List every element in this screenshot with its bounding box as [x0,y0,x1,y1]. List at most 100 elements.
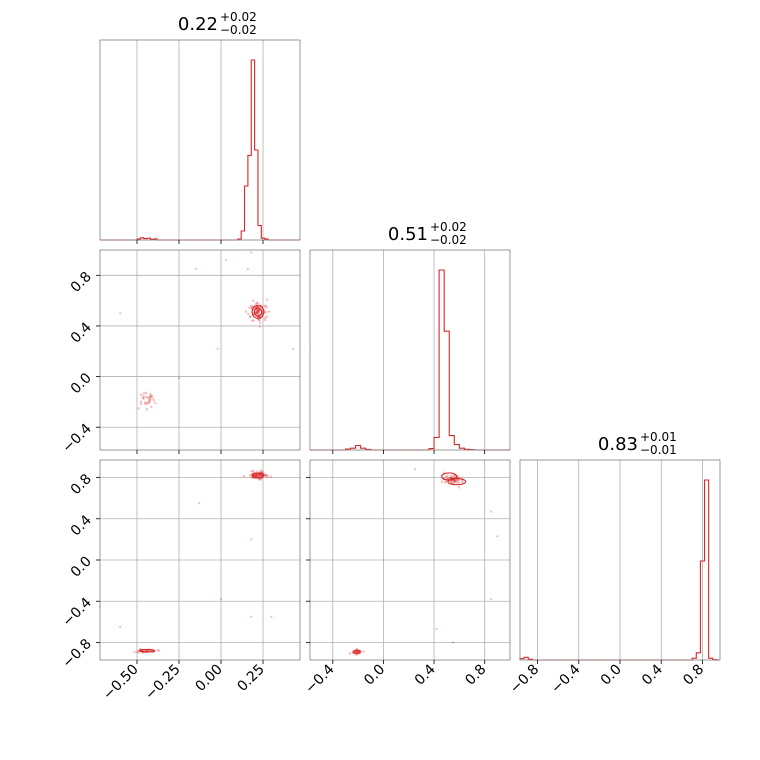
sample-point [259,470,263,474]
sample-point [249,304,253,308]
sample-point [258,477,262,481]
title-plus-error: +0.01 [640,430,677,444]
sample-point [450,474,453,477]
sample-point [152,399,156,402]
sample-point [453,474,457,478]
panel-2-xtick-label: 0.4 [412,661,439,688]
sample-point [252,299,255,302]
title-value: 0.83 [598,434,638,455]
sample-point [255,474,259,478]
sample-point [255,310,258,314]
sample-point [261,470,264,474]
panel-1-ytick-label: 0.4 [68,512,95,539]
panel-2-xtick-label: −0.4 [302,661,337,696]
hist-3-xtick-label: 0.4 [639,661,666,688]
sample-point [255,312,259,315]
sample-point [257,308,260,312]
outlier-point [451,641,455,644]
sample-point [139,400,143,404]
sample-point [252,319,256,322]
sample-point [147,396,151,400]
title-value: 0.51 [388,224,428,245]
sample-point [257,473,261,476]
sample-point [137,650,140,654]
sample-point [257,309,261,312]
sample-point [250,469,253,473]
sample-point [242,474,246,478]
sample-point [156,648,160,652]
sample-point [257,308,260,312]
sample-point [256,301,260,305]
sample-point [264,474,268,478]
sample-point [250,307,253,310]
sample-point [263,304,266,308]
histogram-step-line [310,269,510,451]
sample-point [264,473,267,477]
sample-point [259,477,262,481]
histogram-panel-2: 0.51 +0.02−0.02 [309,220,511,454]
sample-point [258,474,262,478]
sample-point [250,319,254,322]
sample-point [257,318,261,322]
density-contour [138,648,156,653]
sample-point [457,486,461,489]
sample-point [149,394,153,398]
sample-point [268,310,271,313]
sample-point [247,312,250,316]
sample-point [145,402,149,405]
sample-point [256,311,259,315]
sample-point [144,400,147,404]
sample-point [258,318,261,322]
sample-point [355,653,358,656]
sample-point [146,401,150,405]
title-minus-error: −0.02 [430,233,467,247]
sample-point [146,396,150,399]
panel-1-xtick-label: −0.50 [100,662,142,704]
sample-point [254,474,258,477]
outlier-point [435,627,438,631]
outlier-point [413,468,417,471]
outlier-point [216,347,219,350]
panel-0-ytick-label: 0.0 [68,370,95,397]
sample-point [151,397,154,400]
sample-point [440,480,444,484]
sample-point [444,475,448,479]
histogram-panel-3: −0.8 −0.4 0.0 0.4 0.8 0.83 +0.01−0.01 [507,430,721,697]
sample-point [453,480,456,484]
sample-point [451,476,454,479]
sample-point [449,476,452,479]
sample-point [149,405,153,409]
title-value: 0.22 [178,14,218,35]
outlier-point [489,510,493,513]
sample-point [148,395,152,399]
sample-point [142,392,146,395]
sample-point [248,306,251,309]
sample-point [249,315,252,318]
outlier-point [292,347,295,350]
sample-point [253,473,257,477]
sample-point [136,649,140,653]
sample-point [355,650,359,654]
sample-point [265,475,269,479]
hist-3-xtick-label: −0.4 [548,661,583,696]
sample-point [255,470,259,473]
sample-point [457,480,461,484]
sample-point [256,308,260,312]
sample-point [259,474,262,478]
panel-1-xtick-label: 0.25 [234,662,267,695]
sample-point [256,311,260,314]
panel-0-ytick-label: 0.4 [68,319,95,346]
panel-1-ytick-label: −0.4 [59,595,94,630]
sample-point [248,315,252,319]
density-contour [447,478,467,486]
sample-point [453,479,457,483]
sample-point [255,311,259,314]
outlier-point [119,625,122,629]
sample-point [255,309,259,313]
sample-point [453,474,456,478]
sample-point [254,473,258,477]
panel-2-xtick-label: 0.0 [361,662,388,689]
sample-point [455,478,459,482]
sample-point [454,479,458,483]
